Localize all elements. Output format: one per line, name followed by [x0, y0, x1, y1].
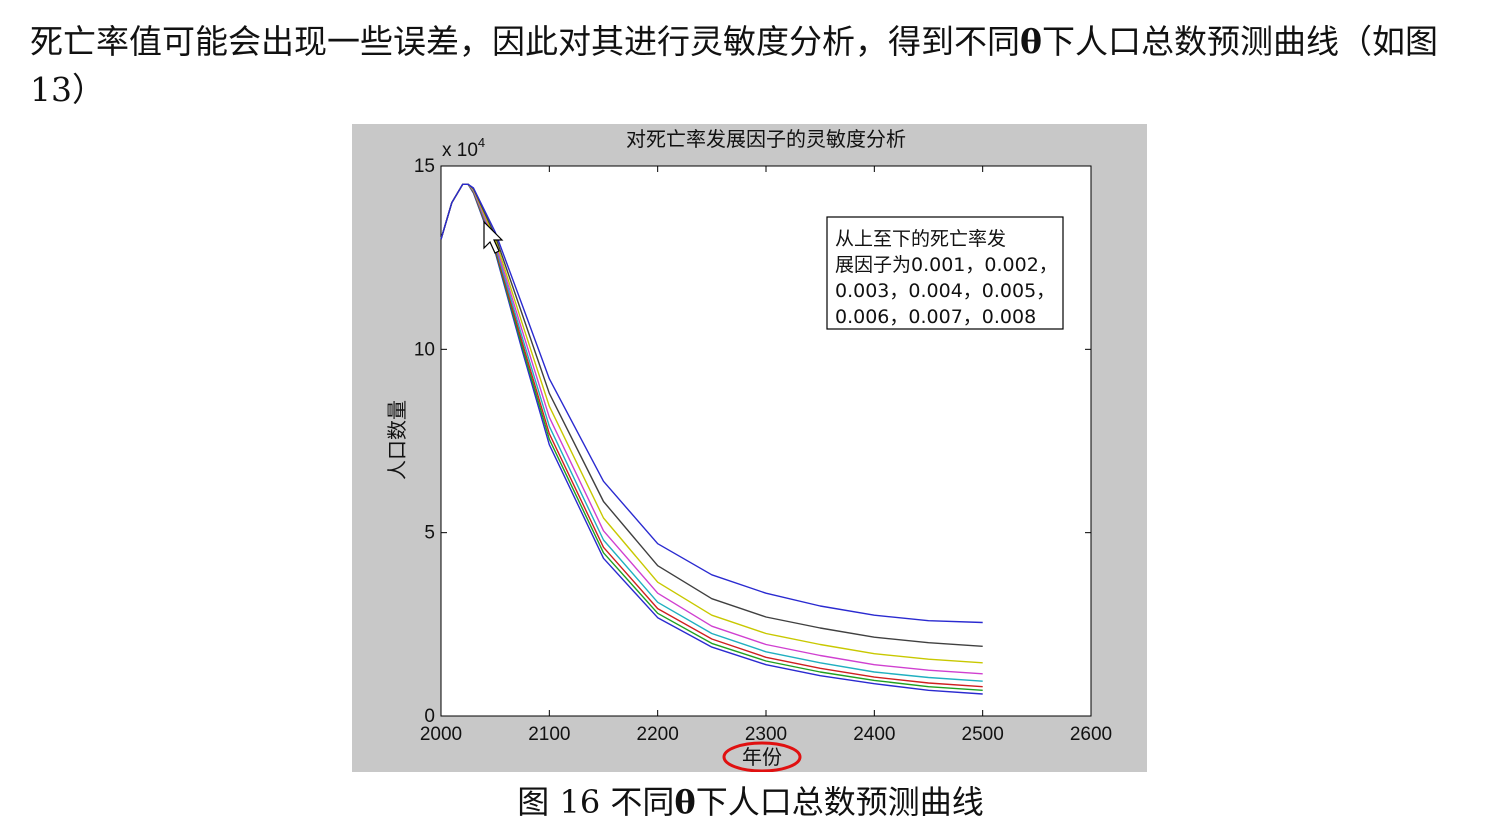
legend-box: 从上至下的死亡率发 展因子为0.001，0.002， 0.003，0.004，0…: [826, 216, 1064, 330]
figure-caption: 图 16 不同θ下人口总数预测曲线: [0, 778, 1501, 826]
caption-text-end: 下人口总数预测曲线: [695, 783, 984, 821]
body-paragraph: 死亡率值可能会出现一些误差，因此对其进行灵敏度分析，得到不同θ下人口总数预测曲线…: [30, 18, 1470, 114]
theta-symbol: θ: [1020, 22, 1043, 61]
x-tick-label: 2100: [528, 724, 570, 745]
x-tick-label: 2400: [853, 724, 895, 745]
x-tick-label: 2600: [1070, 724, 1112, 745]
y-tick-labels: 0 5 10 15: [414, 156, 435, 727]
axis-ticks: [440, 165, 1092, 717]
y-tick-label: 10: [414, 339, 435, 360]
caption-theta-symbol: θ: [674, 783, 696, 821]
figure-panel: 2000 2100 2200 2300 2400 2500 2600 0 5 10 15 对死亡率…: [352, 124, 1147, 772]
y-multiplier-label: x 104: [442, 135, 485, 161]
paragraph-text-start: 死亡率值可能会出现一些误差，因此对其进行灵敏度分析，得到不同: [30, 22, 1020, 61]
series-lines: [440, 183, 983, 695]
legend-line-1: 从上至下的死亡率发: [835, 228, 1006, 250]
legend-line-3: 0.003，0.004，0.005，: [835, 280, 1055, 302]
chart-title: 对死亡率发展因子的灵敏度分析: [626, 127, 906, 151]
y-multiplier-base: x 10: [442, 140, 478, 161]
x-tick-labels: 2000 2100 2200 2300 2400 2500 2600: [420, 724, 1112, 745]
y-tick-label: 5: [424, 523, 435, 544]
y-multiplier-exponent: 4: [478, 135, 485, 150]
red-annotation-circle-icon: [722, 741, 802, 772]
x-tick-label: 2200: [637, 724, 679, 745]
x-tick-label: 2000: [420, 724, 462, 745]
mouse-cursor-icon: [483, 220, 504, 254]
y-tick-label: 15: [414, 156, 435, 177]
y-tick-label: 0: [424, 706, 435, 727]
paragraph-text-end: 下人口总数预测曲线（如图 13）: [30, 22, 1439, 109]
x-tick-label: 2300: [745, 724, 787, 745]
legend-line-2: 展因子为0.001，0.002，: [835, 254, 1058, 276]
sensitivity-chart: 2000 2100 2200 2300 2400 2500 2600 0 5 10 15 对死亡率…: [385, 127, 1112, 772]
x-axis-label: 年份: [742, 745, 782, 769]
series-line-1: [440, 183, 983, 624]
legend-line-4: 0.006，0.007，0.008: [835, 306, 1036, 328]
y-axis-label: 人口数量: [385, 400, 409, 480]
caption-text-start: 图 16 不同: [517, 783, 675, 821]
x-tick-label: 2500: [962, 724, 1004, 745]
